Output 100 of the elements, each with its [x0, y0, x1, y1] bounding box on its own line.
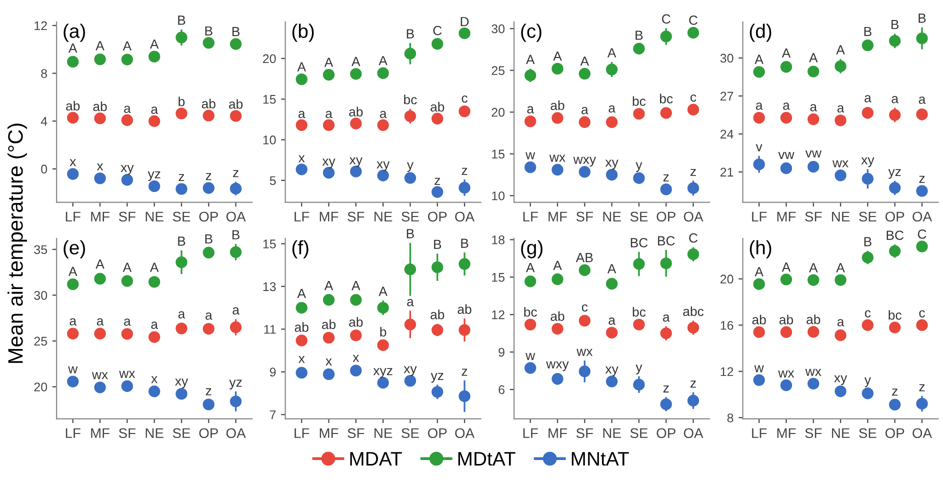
- data-label: a: [608, 318, 616, 325]
- point: [524, 362, 536, 374]
- data-label: A: [580, 56, 590, 66]
- x-tick-label: OA: [455, 428, 475, 438]
- point: [322, 119, 335, 131]
- x-tick-label: OP: [885, 212, 904, 222]
- data-label: A: [150, 262, 159, 272]
- point: [524, 318, 536, 330]
- x-tick-label: OA: [684, 428, 704, 438]
- data-label: y: [406, 162, 414, 172]
- data-label: wx: [119, 370, 136, 378]
- data-label: x: [352, 354, 360, 362]
- data-label: bc: [660, 94, 673, 104]
- point: [432, 38, 444, 50]
- point: [296, 164, 308, 176]
- y-tick-label: 30: [492, 24, 505, 34]
- data-label: z: [690, 380, 696, 388]
- point: [862, 172, 874, 185]
- point: [687, 182, 700, 194]
- point: [633, 378, 645, 390]
- x-tick-label: LF: [294, 212, 310, 222]
- point: [524, 70, 536, 82]
- point: [94, 172, 106, 184]
- y-tick-label: 11: [264, 325, 276, 334]
- x-tick-label: OP: [199, 212, 218, 222]
- data-label: a: [178, 311, 186, 318]
- x-tick-label: MF: [91, 212, 110, 222]
- point: [633, 42, 645, 54]
- point: [67, 328, 79, 340]
- data-label: D: [460, 17, 469, 26]
- point: [753, 326, 765, 338]
- x-tick-label: OP: [428, 212, 447, 222]
- point: [687, 322, 700, 334]
- data-label: A: [378, 286, 388, 296]
- data-label: A: [96, 260, 104, 269]
- x-tick-label: LF: [66, 212, 80, 222]
- point: [296, 366, 308, 379]
- point: [202, 36, 214, 49]
- data-label: B: [406, 29, 414, 38]
- point: [458, 390, 470, 402]
- point: [230, 246, 242, 258]
- data-label: B: [461, 238, 468, 248]
- point: [121, 380, 134, 392]
- x-tick-label: MF: [320, 212, 338, 222]
- data-label: wx: [778, 370, 794, 378]
- chart-title: (h): [750, 240, 772, 258]
- chart-title: (d): [750, 24, 772, 42]
- point: [148, 331, 160, 343]
- point: [633, 172, 645, 184]
- x-tick-label: OP: [656, 212, 676, 222]
- x-tick-label: OA: [455, 212, 475, 222]
- x-tick-label: OP: [885, 428, 904, 438]
- data-label: C: [918, 229, 926, 239]
- point: [687, 394, 700, 406]
- data-label: B: [864, 26, 872, 36]
- data-label: abc: [683, 306, 704, 316]
- data-label: ab: [66, 100, 80, 111]
- data-label: A: [836, 45, 845, 54]
- data-label: z: [663, 385, 669, 392]
- data-label: A: [607, 48, 616, 58]
- point: [753, 66, 765, 78]
- point: [888, 245, 901, 257]
- y-tick-label: 20: [720, 274, 734, 284]
- y-tick-label: 30: [720, 54, 734, 63]
- point: [916, 398, 928, 410]
- point: [377, 339, 389, 352]
- x-tick-label: OP: [199, 428, 218, 438]
- x-tick-label: SF: [348, 428, 364, 438]
- point: [888, 35, 901, 47]
- data-label: A: [553, 52, 562, 61]
- y-tick-label: 15: [263, 95, 276, 104]
- data-label: x: [70, 159, 76, 166]
- point: [780, 162, 792, 174]
- point: [230, 38, 242, 50]
- point: [780, 326, 792, 338]
- point: [148, 50, 160, 62]
- data-label: b: [380, 326, 386, 337]
- data-label: z: [206, 388, 212, 396]
- data-label: y: [864, 377, 871, 388]
- data-label: a: [582, 107, 588, 114]
- data-label: bc: [632, 306, 646, 317]
- point: [606, 116, 618, 128]
- data-label: A: [68, 44, 78, 53]
- point: [862, 319, 874, 331]
- point: [552, 322, 564, 335]
- data-label: bc: [632, 96, 646, 106]
- point: [350, 329, 362, 342]
- point: [230, 110, 242, 122]
- x-tick-label: SE: [402, 212, 419, 222]
- point: [687, 26, 700, 39]
- data-label: c: [582, 304, 588, 312]
- y-tick-label: 15: [492, 273, 504, 282]
- point: [808, 326, 820, 338]
- data-label: vw: [778, 152, 794, 159]
- point: [552, 112, 564, 124]
- data-label: B: [636, 30, 643, 40]
- point: [404, 318, 416, 330]
- data-label: z: [919, 176, 925, 183]
- point: [121, 54, 134, 66]
- y-tick-label: 35: [34, 245, 48, 254]
